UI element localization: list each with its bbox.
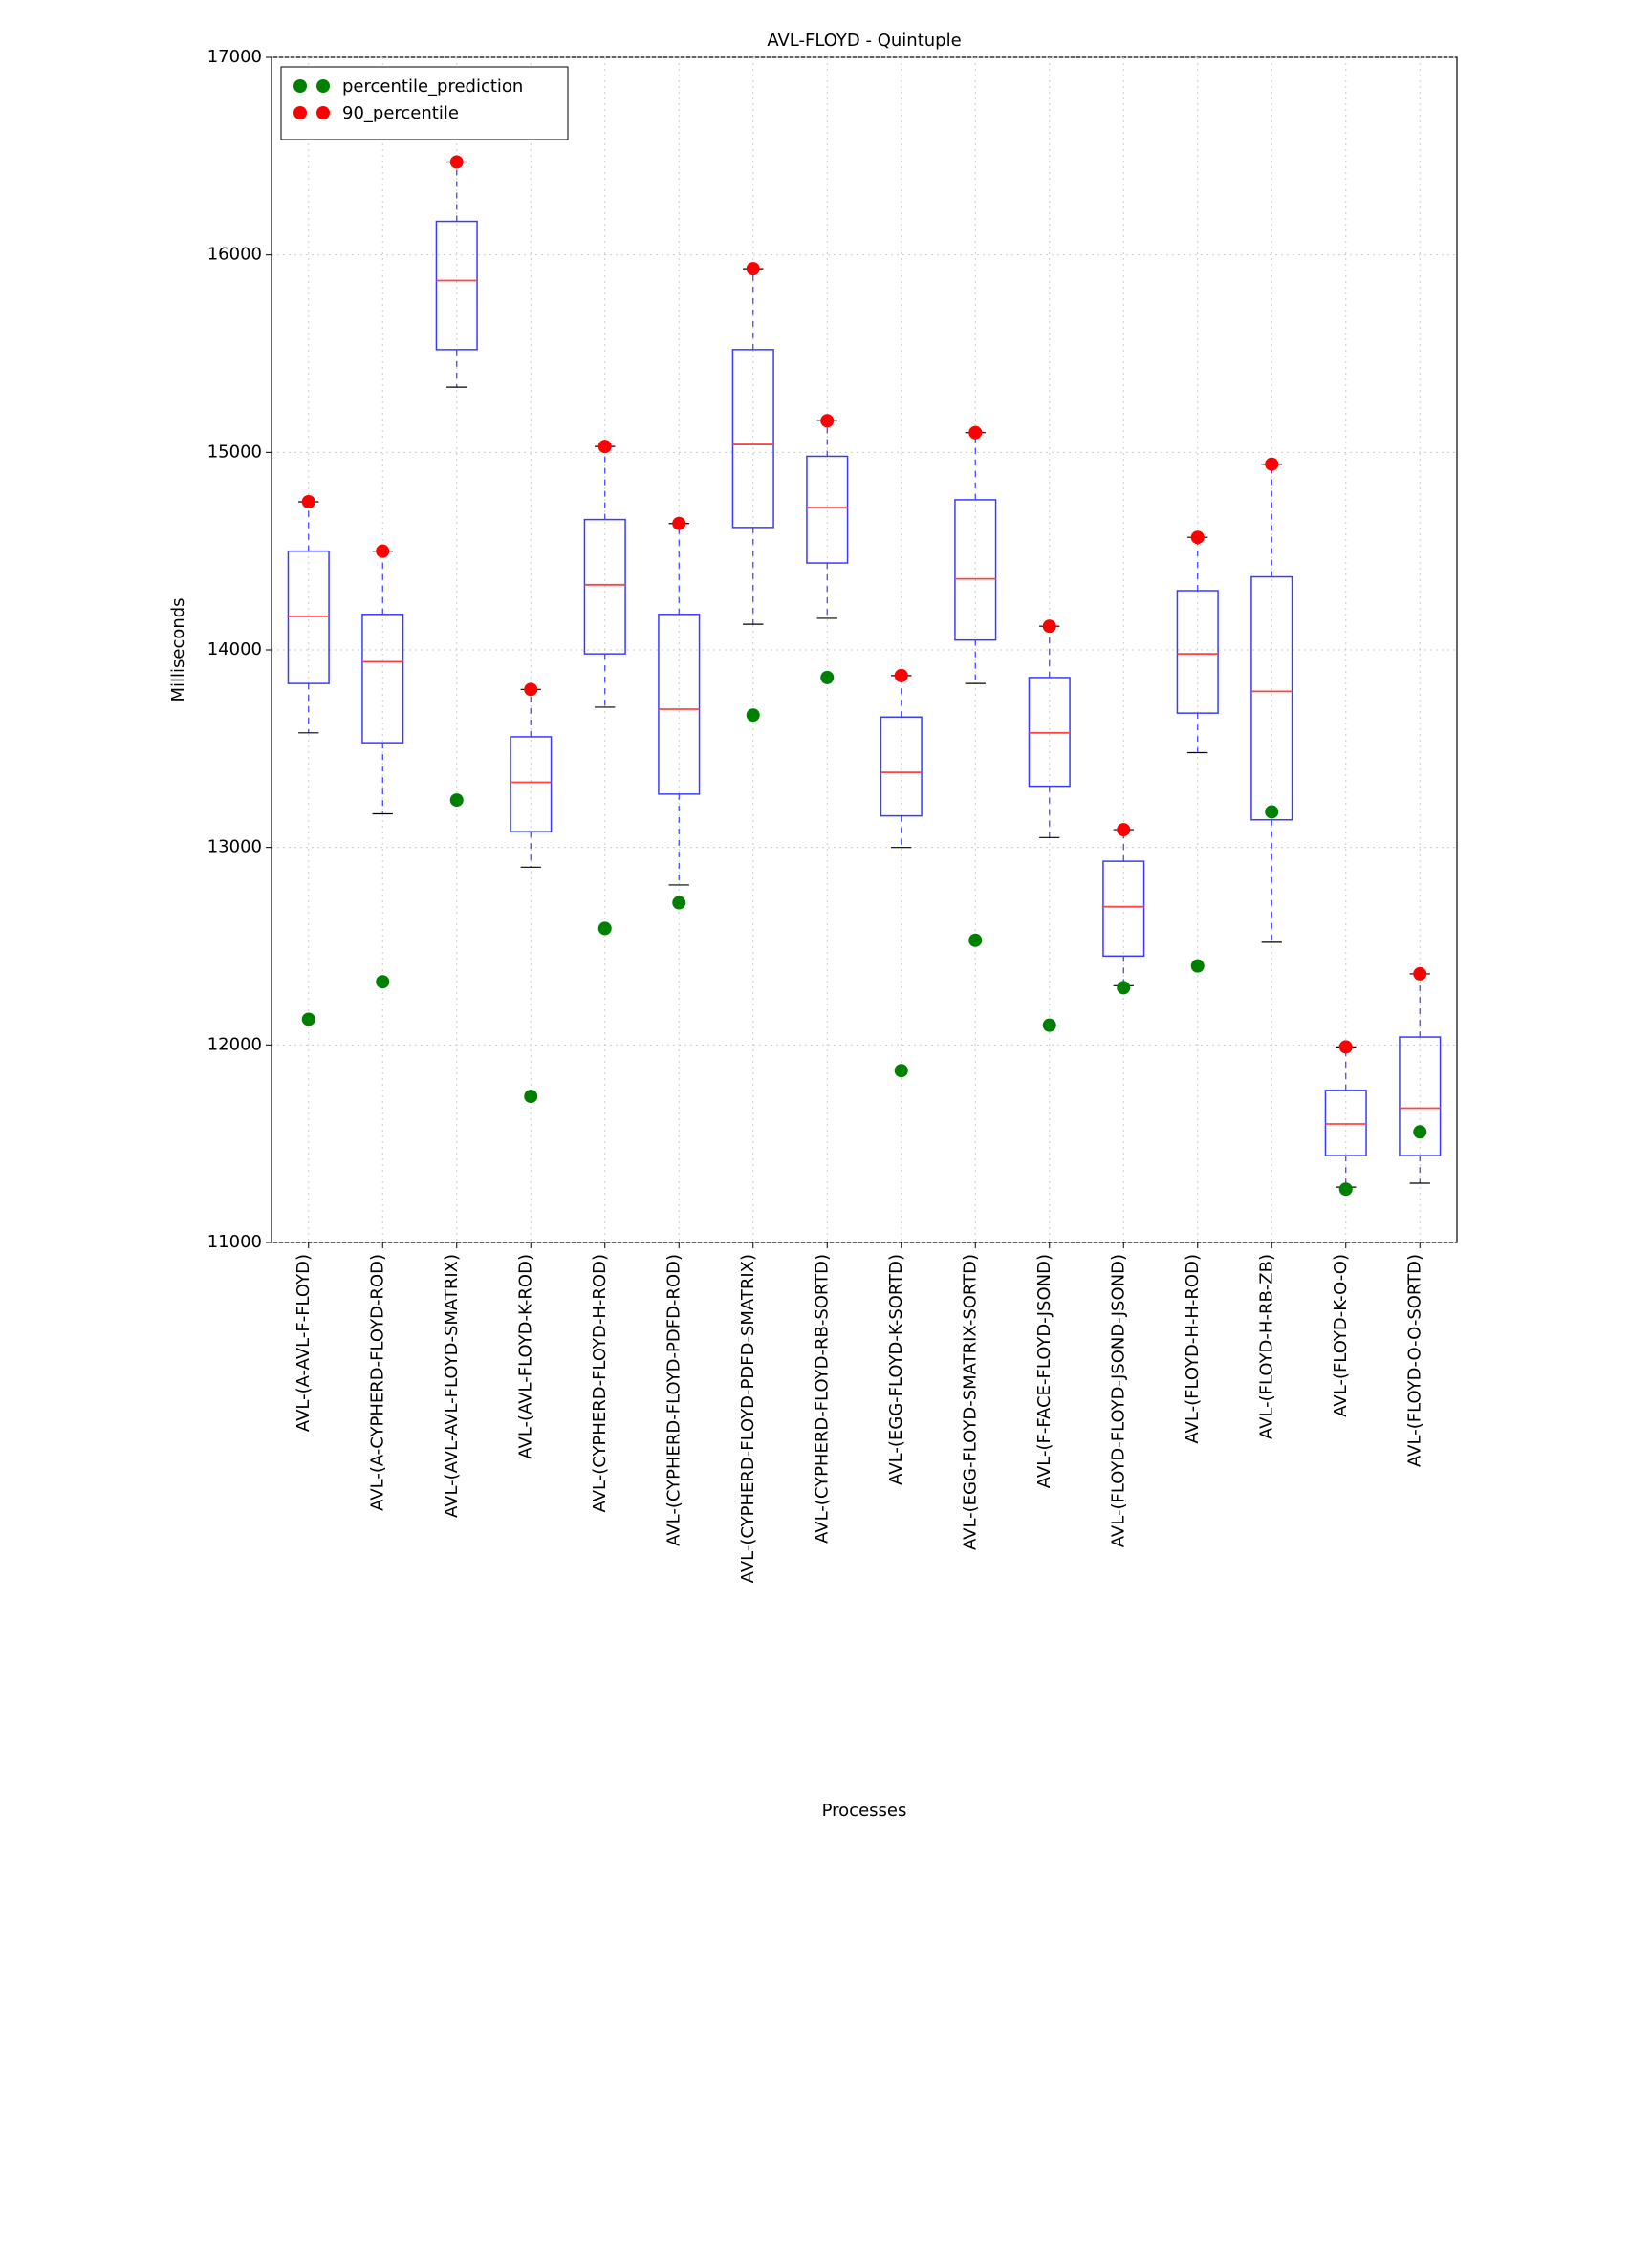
- p90-marker: [1190, 530, 1204, 544]
- legend-label: 90_percentile: [342, 103, 459, 123]
- p90-marker: [820, 414, 834, 427]
- p90-marker: [524, 682, 537, 696]
- xtick-label: AVL-(AVL-AVL-FLOYD-SMATRIX): [441, 1254, 461, 1518]
- percentile-prediction-marker: [1190, 960, 1204, 973]
- xtick-label: AVL-(EGG-FLOYD-K-SORTD): [885, 1254, 905, 1485]
- p90-marker: [672, 517, 685, 530]
- p90-marker: [1413, 967, 1426, 981]
- percentile-prediction-marker: [524, 1090, 537, 1103]
- ytick-label: 15000: [206, 442, 261, 462]
- xtick-label: AVL-(A-AVL-F-FLOYD): [293, 1254, 313, 1432]
- legend-marker: [293, 106, 307, 119]
- ytick-label: 12000: [206, 1034, 261, 1054]
- x-axis-label: Processes: [821, 1801, 906, 1821]
- ytick-label: 11000: [206, 1232, 261, 1252]
- xtick-label: AVL-(AVL-FLOYD-K-ROD): [515, 1254, 535, 1459]
- percentile-prediction-marker: [597, 921, 611, 935]
- xtick-label: AVL-(FLOYD-H-H-ROD): [1182, 1254, 1202, 1444]
- y-axis-label: Milliseconds: [168, 597, 188, 702]
- percentile-prediction-marker: [968, 934, 982, 947]
- p90-marker: [1117, 823, 1130, 836]
- p90-marker: [449, 156, 463, 169]
- percentile-prediction-marker: [449, 793, 463, 807]
- percentile-prediction-marker: [746, 708, 759, 722]
- xtick-label: AVL-(CYPHERD-FLOYD-H-ROD): [589, 1254, 609, 1512]
- xtick-label: AVL-(FLOYD-K-O-O): [1330, 1254, 1350, 1417]
- xtick-label: AVL-(CYPHERD-FLOYD-PDFD-ROD): [663, 1254, 684, 1546]
- xtick-label: AVL-(FLOYD-O-O-SORTD): [1404, 1254, 1424, 1467]
- legend-label: percentile_prediction: [342, 76, 523, 97]
- xtick-label: AVL-(FLOYD-H-RB-ZB): [1256, 1254, 1276, 1439]
- xtick-label: AVL-(F-FACE-FLOYD-JSOND): [1033, 1254, 1054, 1488]
- p90-marker: [746, 262, 759, 275]
- xtick-label: AVL-(CYPHERD-FLOYD-PDFD-SMATRIX): [737, 1254, 757, 1583]
- legend-marker: [316, 79, 330, 93]
- p90-marker: [894, 669, 907, 682]
- p90-marker: [1265, 458, 1278, 471]
- percentile-prediction-marker: [1042, 1019, 1055, 1032]
- percentile-prediction-marker: [820, 671, 834, 684]
- ytick-label: 16000: [206, 245, 261, 265]
- percentile-prediction-marker: [1338, 1182, 1352, 1196]
- p90-marker: [1042, 619, 1055, 633]
- p90-marker: [597, 440, 611, 453]
- ytick-label: 13000: [206, 837, 261, 857]
- ytick-label: 14000: [206, 639, 261, 659]
- chart-title: AVL-FLOYD - Quintuple: [767, 31, 961, 51]
- xtick-label: AVL-(A-CYPHERD-FLOYD-ROD): [367, 1254, 387, 1511]
- percentile-prediction-marker: [301, 1012, 315, 1026]
- p90-marker: [301, 495, 315, 508]
- legend-marker: [316, 106, 330, 119]
- percentile-prediction-marker: [894, 1064, 907, 1077]
- boxplot-chart: 11000 12000 13000 14000 15000 16000 17000 AVL-(…: [157, 19, 1495, 1835]
- p90-marker: [968, 426, 982, 440]
- ytick-label: 17000: [206, 47, 261, 67]
- chart-container: 11000 12000 13000 14000 15000 16000 17000 AVL-(…: [157, 19, 1495, 1835]
- percentile-prediction-marker: [672, 896, 685, 910]
- xtick-label: AVL-(EGG-FLOYD-SMATRIX-SORTD): [960, 1254, 980, 1550]
- xtick-label: AVL-(FLOYD-FLOYD-JSOND-JSOND): [1108, 1254, 1128, 1547]
- percentile-prediction-marker: [1413, 1125, 1426, 1138]
- percentile-prediction-marker: [376, 975, 389, 988]
- p90-marker: [1338, 1040, 1352, 1053]
- percentile-prediction-marker: [1117, 981, 1130, 994]
- percentile-prediction-marker: [1265, 805, 1278, 818]
- xtick-label: AVL-(CYPHERD-FLOYD-RB-SORTD): [812, 1254, 832, 1544]
- p90-marker: [376, 545, 389, 558]
- legend-marker: [293, 79, 307, 93]
